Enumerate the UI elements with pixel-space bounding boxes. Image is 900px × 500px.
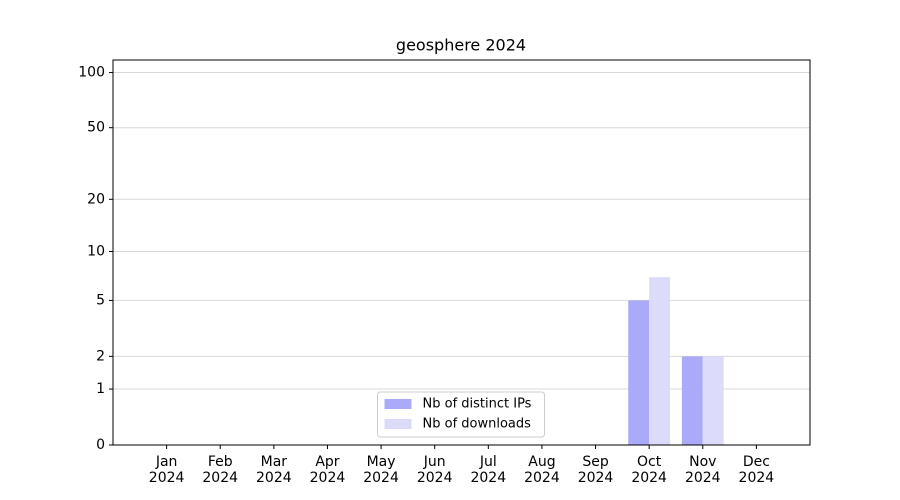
y-tick-label: 100 bbox=[78, 65, 105, 81]
x-tick-label: May 2024 bbox=[363, 454, 399, 486]
x-tick-label: Mar 2024 bbox=[256, 454, 292, 486]
x-tick-label: Sep 2024 bbox=[577, 454, 614, 486]
y-tick-label: 2 bbox=[96, 348, 105, 364]
legend-box bbox=[377, 391, 545, 438]
plot-frame bbox=[112, 59, 811, 446]
x-tick-label: Jan 2024 bbox=[148, 454, 185, 486]
legend-swatch bbox=[384, 399, 412, 409]
x-tick-label: Dec 2024 bbox=[738, 454, 775, 486]
x-tick-label: Apr 2024 bbox=[309, 454, 346, 486]
bar bbox=[649, 277, 671, 445]
x-tick-label: Feb 2024 bbox=[202, 454, 239, 486]
y-tick-label: 10 bbox=[87, 243, 105, 259]
x-tick-label: Oct 2024 bbox=[631, 454, 667, 486]
bar bbox=[702, 356, 724, 445]
x-tick-label: Nov 2024 bbox=[684, 454, 721, 486]
legend-label: Nb of downloads bbox=[423, 417, 532, 432]
y-tick-label: 20 bbox=[87, 191, 105, 207]
y-tick-label: 5 bbox=[96, 292, 105, 308]
chart-title: geosphere 2024 bbox=[396, 36, 526, 55]
bar bbox=[681, 356, 703, 445]
y-tick-label: 50 bbox=[87, 120, 105, 136]
legend: Nb of distinct IPs Nb of downloads bbox=[377, 391, 545, 438]
x-tick-label: Jul 2024 bbox=[470, 454, 507, 486]
x-tick-label: Aug 2024 bbox=[524, 454, 560, 486]
x-tick-label: Jun 2024 bbox=[416, 454, 453, 486]
y-tick-label: 0 bbox=[96, 437, 105, 453]
y-tick-label: 1 bbox=[96, 381, 105, 397]
legend-label: Nb of distinct IPs bbox=[423, 397, 532, 412]
bar bbox=[628, 300, 650, 445]
legend-swatch bbox=[384, 419, 412, 429]
